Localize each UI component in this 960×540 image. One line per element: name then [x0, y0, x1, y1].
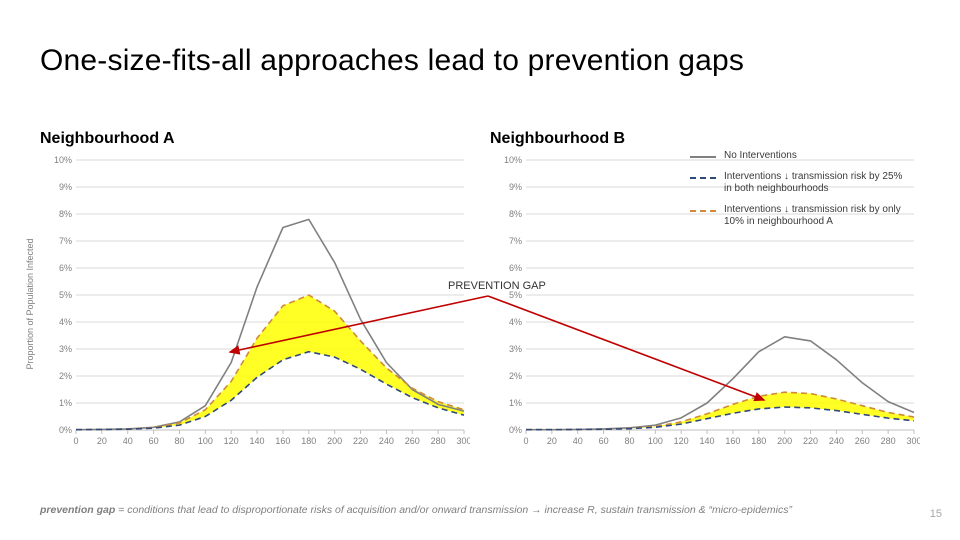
panel-a-title: Neighbourhood A — [40, 130, 470, 148]
svg-text:3%: 3% — [59, 344, 72, 354]
svg-text:140: 140 — [250, 436, 265, 446]
yaxis-label: Proportion of Population Infected — [25, 238, 35, 369]
svg-text:3%: 3% — [509, 344, 522, 354]
slide-title: One-size-fits-all approaches lead to pre… — [40, 44, 744, 78]
svg-text:1%: 1% — [509, 398, 522, 408]
svg-text:10%: 10% — [54, 155, 72, 165]
page-number: 15 — [930, 508, 942, 520]
legend-swatch — [690, 173, 716, 183]
legend-label: Interventions ↓ transmission risk by onl… — [724, 204, 910, 229]
panel-b-title: Neighbourhood B — [490, 130, 920, 148]
svg-text:160: 160 — [725, 436, 740, 446]
svg-text:100: 100 — [198, 436, 213, 446]
svg-text:60: 60 — [149, 436, 159, 446]
svg-text:260: 260 — [855, 436, 870, 446]
svg-text:5%: 5% — [59, 290, 72, 300]
svg-text:180: 180 — [751, 436, 766, 446]
svg-text:120: 120 — [674, 436, 689, 446]
svg-text:6%: 6% — [509, 263, 522, 273]
svg-text:140: 140 — [700, 436, 715, 446]
svg-text:80: 80 — [624, 436, 634, 446]
svg-text:40: 40 — [573, 436, 583, 446]
legend-swatch — [690, 206, 716, 216]
svg-text:200: 200 — [777, 436, 792, 446]
svg-text:40: 40 — [123, 436, 133, 446]
svg-text:200: 200 — [327, 436, 342, 446]
slide: One-size-fits-all approaches lead to pre… — [0, 0, 960, 540]
svg-text:10%: 10% — [504, 155, 522, 165]
svg-text:4%: 4% — [59, 317, 72, 327]
svg-text:120: 120 — [224, 436, 239, 446]
chart-a: 0% 1% 2% 3% 4% 5% 6% 7% 8% 9% 10% 0 20 40 60 80 100 120 14… — [40, 154, 470, 454]
svg-text:300: 300 — [906, 436, 920, 446]
svg-text:8%: 8% — [509, 209, 522, 219]
svg-text:1%: 1% — [59, 398, 72, 408]
panel-a-chart-wrap: Proportion of Population Infected 0%1%2%… — [40, 154, 470, 454]
svg-text:7%: 7% — [59, 236, 72, 246]
legend-label: Interventions ↓ transmission risk by 25%… — [724, 171, 910, 196]
svg-text:280: 280 — [881, 436, 896, 446]
svg-text:220: 220 — [353, 436, 368, 446]
svg-text:9%: 9% — [509, 182, 522, 192]
svg-text:0: 0 — [523, 436, 528, 446]
svg-text:240: 240 — [829, 436, 844, 446]
svg-text:100: 100 — [648, 436, 663, 446]
svg-text:280: 280 — [431, 436, 446, 446]
svg-text:4%: 4% — [509, 317, 522, 327]
svg-text:7%: 7% — [509, 236, 522, 246]
legend-item: No Interventions — [690, 150, 910, 163]
legend-item: Interventions ↓ transmission risk by onl… — [690, 204, 910, 229]
svg-text:60: 60 — [599, 436, 609, 446]
legend: No Interventions Interventions ↓ transmis… — [690, 150, 910, 237]
svg-text:0%: 0% — [509, 425, 522, 435]
svg-text:220: 220 — [803, 436, 818, 446]
prevention-gap-callout: PREVENTION GAP — [448, 280, 546, 292]
svg-text:20: 20 — [547, 436, 557, 446]
svg-text:240: 240 — [379, 436, 394, 446]
legend-label: No Interventions — [724, 150, 797, 163]
footnote: prevention gap = conditions that lead to… — [40, 504, 900, 516]
svg-text:300: 300 — [456, 436, 470, 446]
svg-text:0: 0 — [73, 436, 78, 446]
svg-text:20: 20 — [97, 436, 107, 446]
svg-text:260: 260 — [405, 436, 420, 446]
svg-text:8%: 8% — [59, 209, 72, 219]
legend-swatch — [690, 152, 716, 162]
svg-text:2%: 2% — [509, 371, 522, 381]
svg-text:2%: 2% — [59, 371, 72, 381]
svg-text:0%: 0% — [59, 425, 72, 435]
svg-text:6%: 6% — [59, 263, 72, 273]
svg-text:160: 160 — [275, 436, 290, 446]
svg-text:80: 80 — [174, 436, 184, 446]
svg-text:9%: 9% — [59, 182, 72, 192]
svg-text:180: 180 — [301, 436, 316, 446]
legend-item: Interventions ↓ transmission risk by 25%… — [690, 171, 910, 196]
panel-a: Neighbourhood A Proportion of Population… — [40, 130, 470, 454]
